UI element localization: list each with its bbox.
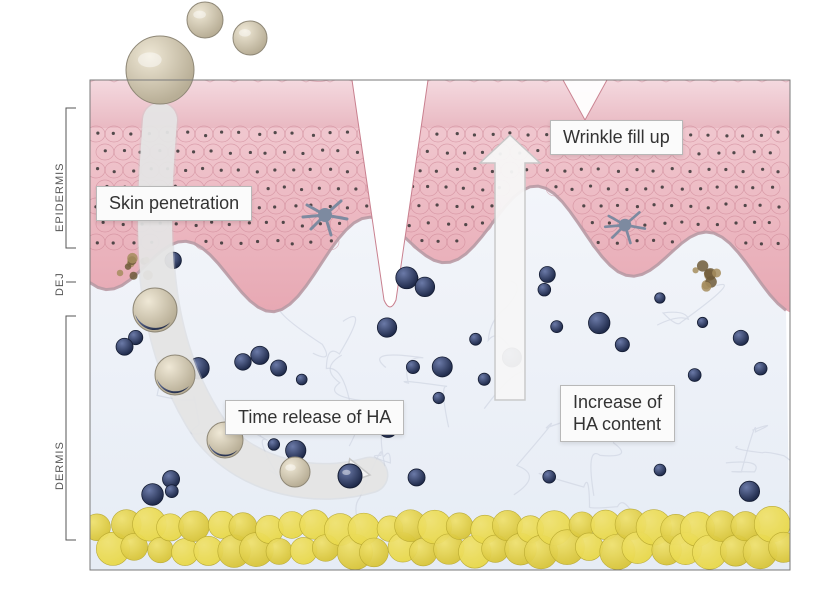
callout-wrinkle-fill: Wrinkle fill up [550, 120, 683, 155]
callout-skin-penetration: Skin penetration [96, 186, 252, 221]
callout-increase-ha: Increase ofHA content [560, 385, 675, 442]
callout-time-release: Time release of HA [225, 400, 404, 435]
diagram-stage: EPIDERMIS DEJ DERMIS Skin penetration Wr… [0, 0, 833, 594]
diagram-svg [0, 0, 833, 594]
